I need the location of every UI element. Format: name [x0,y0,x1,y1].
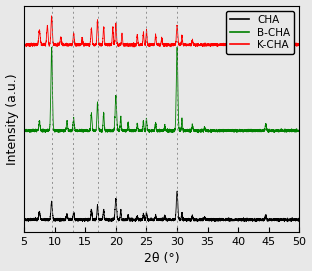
B-CHA [188,130,191,133]
Legend: CHA, B-CHA, K-CHA: CHA, B-CHA, K-CHA [226,11,294,54]
X-axis label: 2θ (°): 2θ (°) [144,253,180,265]
B-CHA [298,129,301,132]
CHA [249,219,252,222]
K-CHA [131,46,135,49]
K-CHA [228,42,232,46]
K-CHA [298,44,301,47]
K-CHA [72,35,76,38]
CHA [72,212,76,216]
K-CHA [22,44,26,47]
B-CHA [175,45,179,49]
CHA [298,219,301,222]
Line: CHA: CHA [24,191,300,222]
CHA [22,218,26,221]
K-CHA [128,43,131,46]
Line: B-CHA: B-CHA [24,47,300,133]
Line: K-CHA: K-CHA [24,16,300,47]
B-CHA [249,129,252,132]
K-CHA [50,14,53,17]
CHA [175,189,179,193]
K-CHA [249,44,252,47]
B-CHA [228,128,232,131]
B-CHA [72,120,76,123]
B-CHA [197,131,201,134]
K-CHA [188,44,191,47]
B-CHA [202,130,205,134]
CHA [228,219,232,222]
B-CHA [22,129,26,132]
Y-axis label: Intensity (a.u.): Intensity (a.u.) [6,73,18,164]
CHA [201,218,205,221]
K-CHA [202,42,205,45]
CHA [285,220,289,223]
CHA [127,217,131,220]
B-CHA [127,129,131,132]
CHA [188,218,191,221]
